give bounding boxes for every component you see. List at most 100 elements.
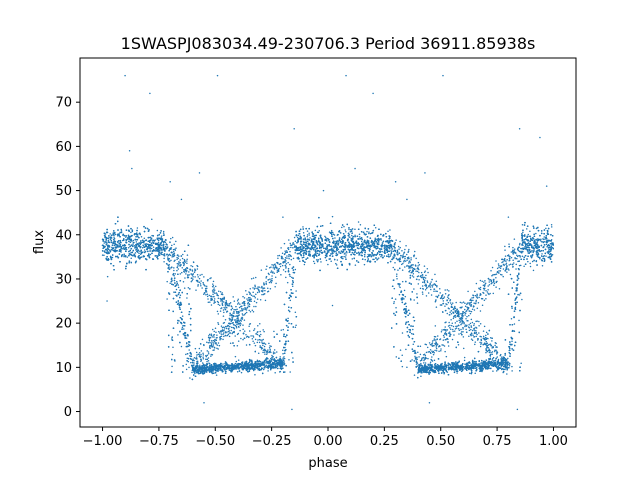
data-point <box>185 368 188 371</box>
data-point <box>338 250 340 253</box>
data-point <box>268 342 270 345</box>
data-point <box>497 365 500 368</box>
data-point <box>514 303 517 306</box>
data-point <box>289 299 292 302</box>
data-point <box>462 347 465 350</box>
data-point <box>103 242 105 244</box>
data-point <box>171 365 173 368</box>
data-point <box>181 326 184 329</box>
data-point <box>345 254 347 256</box>
data-point <box>536 239 539 242</box>
data-point <box>177 334 179 336</box>
data-point <box>177 284 179 286</box>
data-point <box>170 259 172 262</box>
data-point <box>550 224 553 226</box>
data-point <box>473 360 476 363</box>
data-point <box>536 238 539 240</box>
data-point <box>113 236 115 239</box>
data-point <box>416 365 418 367</box>
data-point <box>492 370 494 372</box>
data-point <box>358 233 361 235</box>
data-point <box>529 230 531 232</box>
data-point <box>393 287 396 290</box>
data-point <box>104 240 106 243</box>
data-point <box>127 247 130 249</box>
data-point <box>330 260 332 262</box>
data-point <box>173 291 175 293</box>
data-point <box>519 264 522 267</box>
data-point <box>105 240 107 242</box>
data-point <box>122 248 124 250</box>
data-point <box>180 345 183 348</box>
data-point <box>116 240 119 243</box>
data-point <box>544 238 546 240</box>
data-point <box>164 241 167 243</box>
data-point <box>355 244 357 247</box>
data-point <box>106 275 109 278</box>
data-point <box>139 250 141 253</box>
data-point <box>304 249 306 252</box>
data-point <box>166 298 168 300</box>
data-point <box>264 353 266 355</box>
data-point <box>393 302 395 305</box>
data-point <box>360 240 363 243</box>
data-point <box>474 367 477 369</box>
data-point <box>341 244 344 247</box>
data-point <box>317 239 320 241</box>
data-point <box>482 361 484 364</box>
data-point <box>132 239 135 242</box>
data-point <box>358 236 361 238</box>
data-point <box>270 360 273 362</box>
data-point <box>359 251 362 254</box>
data-point <box>457 344 460 346</box>
data-point <box>254 373 256 376</box>
data-point <box>543 238 545 241</box>
data-point <box>172 272 175 275</box>
data-point <box>205 371 208 373</box>
data-point <box>395 356 398 358</box>
data-point <box>447 364 450 367</box>
data-point <box>399 286 401 289</box>
data-point <box>138 252 140 255</box>
data-point <box>215 362 217 365</box>
data-point <box>541 253 543 255</box>
data-point <box>237 359 240 361</box>
data-point <box>329 245 331 247</box>
data-point <box>533 241 535 243</box>
data-point <box>463 359 466 362</box>
data-point <box>453 371 456 373</box>
data-point <box>354 234 356 236</box>
data-point <box>547 240 549 243</box>
data-point <box>172 346 174 348</box>
data-point <box>366 230 368 233</box>
data-point <box>224 363 226 365</box>
data-point <box>527 260 529 263</box>
data-point <box>528 246 531 249</box>
data-point <box>395 275 398 277</box>
data-point <box>163 240 166 243</box>
data-point <box>296 236 299 239</box>
data-point <box>446 371 449 373</box>
data-point <box>335 250 337 253</box>
data-point <box>331 247 333 249</box>
data-point <box>368 249 371 252</box>
data-point <box>521 255 524 258</box>
data-point <box>456 372 458 374</box>
data-point <box>169 282 171 284</box>
data-point <box>252 340 254 343</box>
data-point <box>236 344 239 347</box>
data-point <box>372 258 374 261</box>
data-point <box>374 247 376 249</box>
data-point <box>129 245 131 248</box>
data-point <box>536 255 539 257</box>
data-point <box>390 251 393 253</box>
data-point <box>160 235 163 237</box>
data-point <box>413 299 415 301</box>
data-point <box>182 281 185 283</box>
data-point <box>308 234 310 236</box>
data-point <box>412 328 414 331</box>
data-point <box>398 285 400 287</box>
data-point <box>374 238 377 241</box>
data-point <box>405 348 407 351</box>
data-point <box>447 345 450 347</box>
